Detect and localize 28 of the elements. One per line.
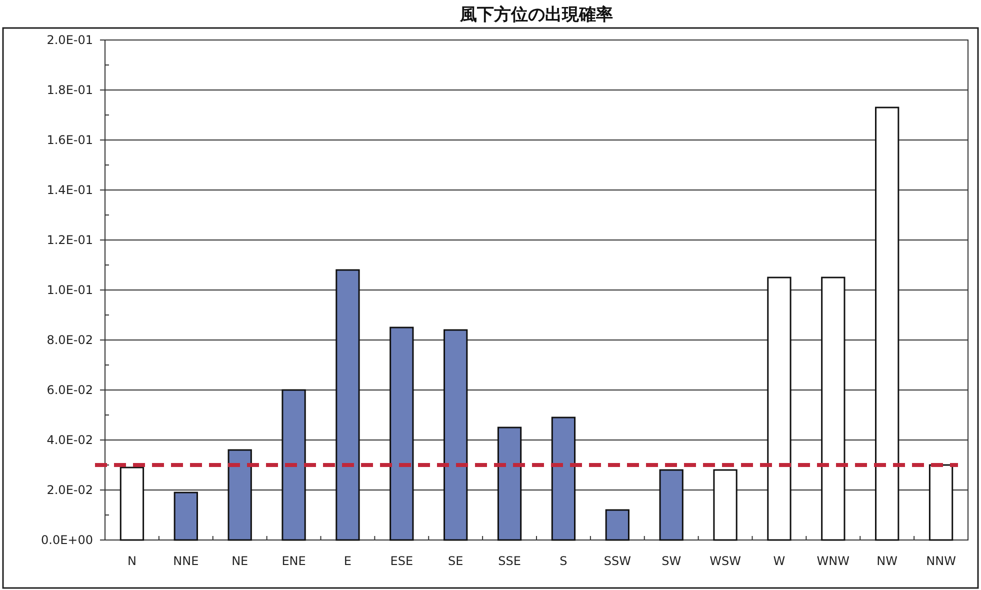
y-tick-label: 1.0E-01	[46, 283, 93, 297]
x-tick-label: NW	[876, 554, 898, 568]
x-tick-label: SSE	[498, 554, 521, 568]
x-tick-label: WSW	[710, 554, 742, 568]
x-tick-label: E	[344, 554, 352, 568]
chart-title: 風下方位の出現確率	[459, 5, 613, 25]
y-tick-label: 2.0E-02	[46, 483, 93, 497]
x-tick-label: WNW	[816, 554, 850, 568]
y-tick-label: 1.6E-01	[46, 133, 93, 147]
y-tick-label: 1.2E-01	[46, 233, 93, 247]
y-tick-label: 1.8E-01	[46, 83, 93, 97]
x-tick-label: SE	[448, 554, 464, 568]
x-tick-label: SSW	[604, 554, 632, 568]
x-tick-label: NE	[232, 554, 248, 568]
x-tick-label: ESE	[390, 554, 414, 568]
y-tick-label: 1.4E-01	[46, 183, 93, 197]
x-tick-label: W	[773, 554, 786, 568]
y-tick-label: 6.0E-02	[46, 383, 93, 397]
x-tick-label: N	[127, 554, 136, 568]
y-tick-label: 2.0E-01	[46, 33, 93, 47]
x-tick-label: ENE	[282, 554, 306, 568]
x-tick-label: SW	[662, 554, 682, 568]
x-tick-label: S	[560, 554, 568, 568]
x-tick-label: NNW	[926, 554, 956, 568]
y-tick-label: 4.0E-02	[46, 433, 93, 447]
y-tick-label: 0.0E+00	[41, 533, 93, 547]
y-tick-label: 8.0E-02	[46, 333, 93, 347]
x-tick-label: NNE	[173, 554, 199, 568]
